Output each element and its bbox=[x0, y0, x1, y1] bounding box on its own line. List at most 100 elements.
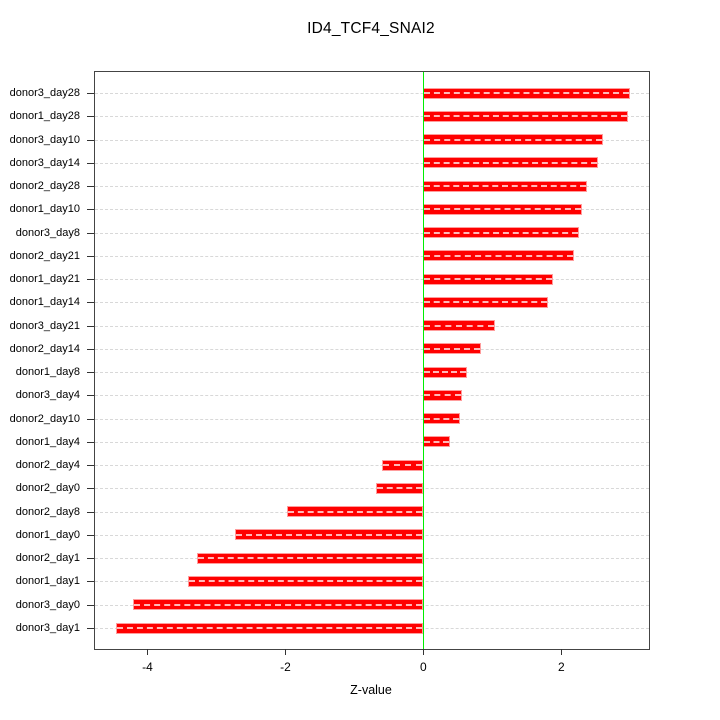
bar-dash-pattern bbox=[424, 254, 573, 257]
x-axis-tick-label: 2 bbox=[558, 660, 565, 674]
y-axis-label: donor3_day14 bbox=[9, 156, 80, 169]
y-axis-tick bbox=[87, 116, 94, 118]
bar-dash-pattern bbox=[424, 417, 459, 420]
bar-dash-pattern bbox=[424, 185, 586, 188]
bar bbox=[423, 436, 451, 448]
x-axis-tick bbox=[560, 649, 562, 655]
grid-line bbox=[95, 325, 649, 327]
y-axis-label: donor3_day0 bbox=[15, 598, 80, 611]
grid-line bbox=[95, 348, 649, 350]
y-axis-label: donor1_day21 bbox=[9, 273, 80, 286]
y-axis-label: donor2_day8 bbox=[15, 505, 80, 518]
y-axis-tick bbox=[87, 139, 94, 141]
y-axis-tick bbox=[87, 279, 94, 281]
bar-dash-pattern bbox=[424, 394, 462, 397]
grid-line bbox=[95, 418, 649, 420]
y-axis-label: donor1_day10 bbox=[9, 203, 80, 216]
chart-title: ID4_TCF4_SNAI2 bbox=[307, 20, 435, 37]
bar-dash-pattern bbox=[424, 231, 579, 234]
grid-line bbox=[95, 465, 649, 467]
bar bbox=[132, 599, 424, 611]
bar bbox=[423, 87, 630, 99]
y-axis-tick bbox=[87, 302, 94, 304]
bar bbox=[287, 506, 424, 518]
y-axis-tick bbox=[87, 441, 94, 443]
bar-dash-pattern bbox=[424, 371, 466, 374]
bar-dash-pattern bbox=[424, 92, 629, 94]
y-axis-label: donor3_day8 bbox=[15, 226, 80, 239]
x-axis-tick bbox=[146, 649, 148, 655]
grid-line bbox=[95, 279, 649, 281]
plot-area: donor3_day28 donor1_day28 donor3_day1 0 dono… bbox=[10, 71, 650, 674]
bar-dash-pattern bbox=[117, 627, 423, 629]
y-axis-tick bbox=[87, 232, 94, 234]
grid-line bbox=[95, 209, 649, 211]
bar-dash-pattern bbox=[198, 557, 423, 560]
bar bbox=[423, 134, 604, 146]
x-axis-tick-label: -2 bbox=[280, 660, 291, 674]
bar-dash-pattern bbox=[288, 510, 423, 513]
bar-dash-pattern bbox=[424, 161, 597, 164]
bar-dash-pattern bbox=[424, 440, 450, 443]
y-axis-label: donor1_day8 bbox=[15, 366, 80, 379]
y-axis-label: donor1_day0 bbox=[15, 528, 80, 541]
x-axis-tick-label: 0 bbox=[420, 660, 427, 674]
y-axis-label: donor2_day14 bbox=[9, 342, 80, 355]
y-axis-tick bbox=[87, 465, 94, 467]
grid-line bbox=[95, 93, 649, 94]
bar bbox=[197, 552, 424, 564]
y-axis-tick bbox=[87, 255, 94, 257]
y-axis-tick bbox=[87, 162, 94, 164]
y-axis-label: donor3_day21 bbox=[9, 319, 80, 332]
y-axis-label: donor3_day4 bbox=[15, 389, 80, 402]
y-axis-tick bbox=[87, 186, 94, 188]
bar bbox=[423, 343, 482, 355]
bar bbox=[382, 459, 424, 471]
y-axis-label: donor2_day10 bbox=[9, 412, 80, 425]
grid-line bbox=[95, 255, 649, 257]
y-axis-label: donor2_day1 bbox=[15, 552, 80, 565]
bar-dash-pattern bbox=[383, 464, 423, 467]
bar-dash-pattern bbox=[133, 603, 423, 606]
grid-line bbox=[95, 116, 649, 118]
y-axis-tick bbox=[87, 325, 94, 327]
grid-line bbox=[95, 441, 649, 443]
y-axis-label: donor3_day28 bbox=[9, 87, 80, 99]
grid-line bbox=[95, 302, 649, 304]
y-axis-tick bbox=[87, 511, 94, 513]
bar-dash-pattern bbox=[189, 580, 423, 583]
bar bbox=[423, 273, 554, 285]
y-axis-tick bbox=[87, 628, 94, 629]
grid-line bbox=[95, 139, 649, 141]
y-axis-label: donor1_day4 bbox=[15, 435, 80, 448]
bar bbox=[423, 203, 583, 215]
x-axis-tick bbox=[422, 649, 424, 655]
bar bbox=[423, 413, 460, 425]
bar bbox=[423, 250, 574, 262]
y-axis-tick bbox=[87, 348, 94, 350]
bar bbox=[235, 529, 424, 541]
y-axis-tick bbox=[87, 395, 94, 397]
bar bbox=[423, 157, 598, 169]
y-axis-label: donor3_day1 bbox=[15, 622, 80, 634]
grid-line bbox=[95, 372, 649, 374]
bar-dash-pattern bbox=[424, 301, 547, 304]
y-axis-tick bbox=[87, 93, 94, 94]
bar bbox=[423, 110, 628, 122]
y-axis-label: donor2_day0 bbox=[15, 482, 80, 495]
bar bbox=[423, 227, 580, 239]
y-axis-tick bbox=[87, 372, 94, 374]
zero-line bbox=[422, 72, 425, 649]
bar bbox=[116, 622, 424, 634]
bar-dash-pattern bbox=[424, 138, 603, 141]
bar bbox=[423, 180, 587, 192]
y-axis-label: donor1_day28 bbox=[9, 110, 80, 123]
y-axis-label: donor2_day21 bbox=[9, 249, 80, 262]
bar bbox=[423, 389, 463, 401]
y-axis-tick bbox=[87, 558, 94, 560]
y-axis-label: donor1_day1 bbox=[15, 575, 80, 588]
x-axis-tick bbox=[284, 649, 286, 655]
bar-dash-pattern bbox=[424, 278, 553, 281]
y-axis-tick bbox=[87, 604, 94, 606]
